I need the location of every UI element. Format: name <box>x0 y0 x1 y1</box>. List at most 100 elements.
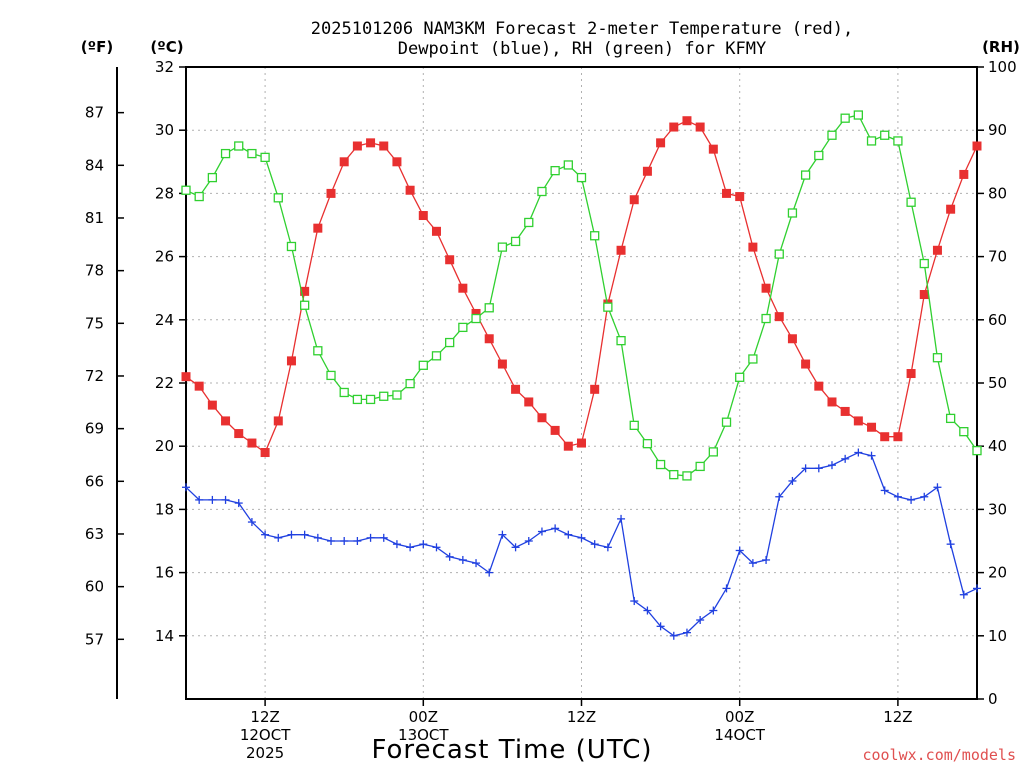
rh-point <box>708 447 718 457</box>
rh-point <box>695 461 705 472</box>
temperature-point <box>234 429 244 439</box>
rh-point <box>260 152 270 163</box>
rh-tick-label: 0 <box>988 690 998 708</box>
rh-tick-label: 20 <box>988 564 1007 582</box>
rh-tick-label: 10 <box>988 627 1007 645</box>
temperature-point <box>181 372 191 382</box>
rh-point <box>603 302 613 312</box>
dewpoint-point <box>893 492 902 501</box>
dewpoint-point <box>340 537 349 545</box>
dewpoint-point <box>498 530 507 539</box>
rh-point <box>537 186 547 197</box>
fahrenheit-tick-label: 81 <box>85 209 104 227</box>
celsius-tick-label: 18 <box>155 500 174 518</box>
rh-point <box>590 231 600 241</box>
rh-point <box>959 427 969 437</box>
rh-point <box>497 242 508 252</box>
dewpoint-point <box>537 527 546 536</box>
dewpoint-point <box>907 495 916 504</box>
rh-point <box>893 136 903 146</box>
rh-point <box>445 337 455 348</box>
fahrenheit-tick-label: 66 <box>85 472 104 490</box>
fahrenheit-tick-label: 69 <box>85 420 104 438</box>
temperature-point <box>577 438 586 448</box>
temperature-point <box>893 432 903 442</box>
temperature-point <box>774 312 784 322</box>
dewpoint-point <box>274 533 283 542</box>
dewpoint-point <box>551 524 560 533</box>
credit-link[interactable]: coolwx.com/models <box>862 746 1016 764</box>
rh-point <box>181 185 191 195</box>
dewpoint-point <box>696 616 705 624</box>
temperature-point <box>194 381 204 391</box>
celsius-tick-label: 28 <box>155 184 174 202</box>
temperature-point <box>366 138 376 148</box>
dewpoint-point <box>392 540 401 549</box>
dewpoint-point <box>669 631 678 640</box>
x-tick-label: 2025 <box>246 744 284 762</box>
temperature-point <box>458 283 468 293</box>
rh-point <box>299 300 310 310</box>
rh-point <box>326 370 336 381</box>
rh-point <box>761 313 771 324</box>
temperature-point <box>959 169 969 179</box>
rh-point <box>405 378 415 389</box>
temperature-point <box>656 138 666 148</box>
temperature-point <box>932 245 942 255</box>
dewpoint-point <box>366 533 375 542</box>
x-tick-label: 12Z <box>567 708 596 726</box>
celsius-tick-label: 16 <box>155 564 174 582</box>
rh-point <box>814 150 824 161</box>
temperature-point <box>260 448 270 458</box>
x-tick-label: 12Z <box>250 708 279 726</box>
rh-point <box>721 417 732 427</box>
dewpoint-point <box>801 464 810 473</box>
data-series <box>181 110 982 640</box>
temperature-point <box>801 359 811 369</box>
rh-point <box>972 445 982 456</box>
temperature-point <box>286 356 296 366</box>
temperature-point <box>722 188 732 198</box>
rh-point <box>880 130 890 140</box>
rh-point <box>682 471 692 481</box>
dewpoint-point <box>313 533 322 542</box>
rh-point <box>827 130 837 140</box>
rh-point <box>748 354 758 364</box>
dewpoint-point <box>775 492 784 501</box>
rh-point <box>853 110 863 120</box>
dewpoint-point <box>841 454 850 463</box>
chart-title-line1: 2025101206 NAM3KM Forecast 2-meter Tempe… <box>311 19 853 39</box>
dewpoint-point <box>208 495 217 504</box>
temperature-point <box>906 369 916 379</box>
rh-point <box>207 172 218 183</box>
temperature-point <box>708 144 718 154</box>
temperature-point <box>221 416 231 426</box>
dewpoint-point <box>617 514 626 523</box>
temperature-point <box>431 226 441 236</box>
temperature-point <box>207 400 217 410</box>
rh-point <box>339 387 349 398</box>
temperature-point <box>550 425 560 435</box>
dewpoint-point <box>182 483 190 492</box>
dewpoint-point <box>946 540 955 549</box>
dewpoint-point <box>643 606 652 615</box>
dewpoint-point <box>959 590 968 599</box>
celsius-tick-label: 26 <box>155 248 174 266</box>
x-tick-label: 12Z <box>883 708 912 726</box>
rh-point <box>774 249 784 259</box>
fahrenheit-tick-label: 87 <box>85 104 104 122</box>
rh-point <box>431 351 442 361</box>
rh-point <box>247 148 257 159</box>
dewpoint-point <box>590 540 599 549</box>
rh-point <box>352 394 363 405</box>
fahrenheit-tick-label: 72 <box>85 367 104 385</box>
temperature-point <box>840 406 850 416</box>
dewpoint-point <box>788 476 797 485</box>
celsius-tick-label: 14 <box>155 627 174 645</box>
rh-point <box>576 172 587 183</box>
temperature-point <box>827 397 837 407</box>
temperature-point <box>735 192 745 202</box>
rh-point <box>735 372 745 382</box>
dewpoint-point <box>630 597 639 606</box>
